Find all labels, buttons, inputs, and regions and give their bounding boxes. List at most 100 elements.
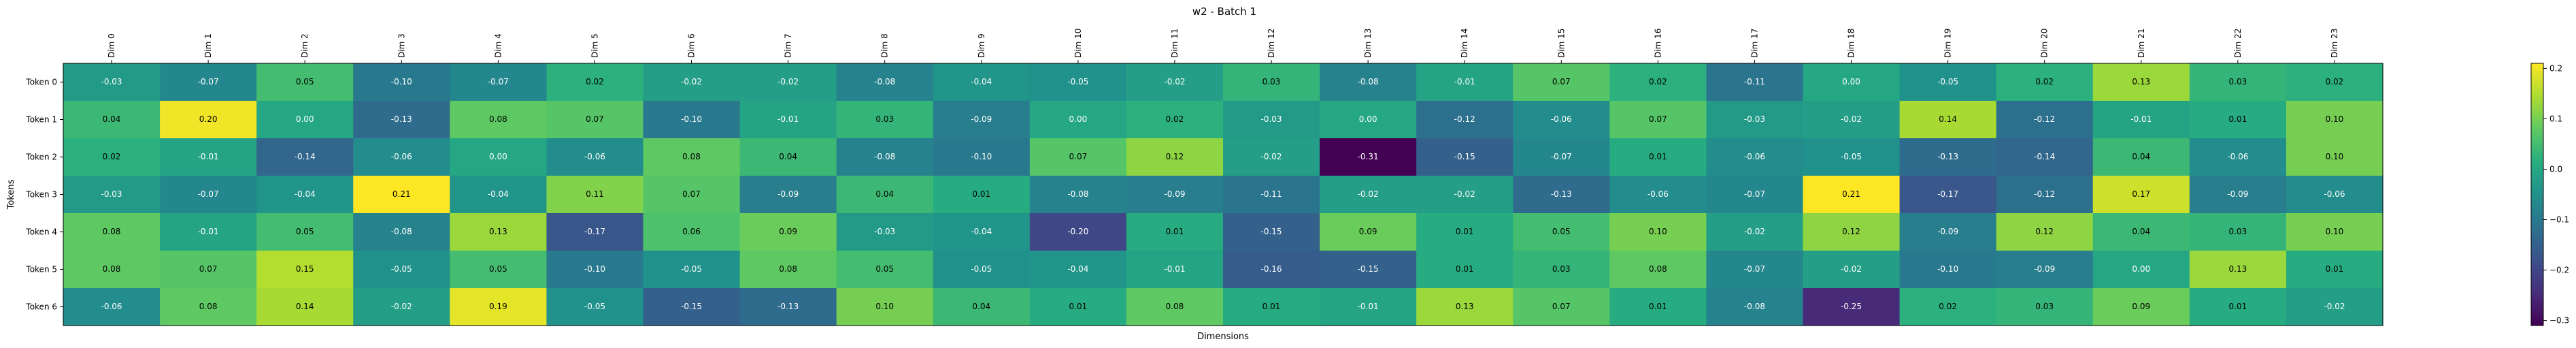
cell-value-label: -0.03 — [1744, 114, 1765, 124]
heatmap-cell — [2189, 138, 2287, 176]
heatmap-cell — [1416, 288, 1513, 326]
cell-value-label: -0.13 — [1937, 152, 1958, 161]
cell-value-label: 0.02 — [586, 77, 604, 86]
cell-value-label: 0.08 — [682, 152, 701, 161]
cell-value-label: -0.06 — [391, 152, 412, 161]
heatmap-cell — [1416, 176, 1513, 214]
x-tick-label: Dim 22 — [2233, 29, 2243, 58]
cell-value-label: 0.12 — [1842, 227, 1860, 236]
cell-value-label: 0.08 — [1649, 264, 1667, 274]
cell-value-label: 0.07 — [1649, 114, 1667, 124]
cell-value-label: -0.01 — [198, 227, 219, 236]
cell-value-label: -0.02 — [1164, 77, 1185, 86]
cell-value-label: 0.02 — [2326, 77, 2344, 86]
cell-value-label: -0.07 — [198, 77, 219, 86]
x-tick-label: Dim 18 — [1847, 29, 1856, 58]
cell-value-label: -0.09 — [777, 189, 799, 199]
cell-value-label: -0.10 — [971, 152, 992, 161]
cell-value-label: -0.10 — [391, 77, 412, 86]
cell-value-label: 0.01 — [1456, 264, 1474, 274]
x-tick-label: Dim 15 — [1556, 29, 1566, 58]
heatmap-cell — [836, 213, 934, 251]
colorbar-tick-label: −0.2 — [2549, 266, 2569, 275]
heatmap-cell — [1416, 101, 1513, 139]
cell-value-label: 0.00 — [2132, 264, 2150, 274]
cell-value-label: 0.13 — [1456, 302, 1474, 311]
cell-value-label: -0.03 — [1261, 114, 1282, 124]
cell-value-label: -0.05 — [971, 264, 992, 274]
heatmap-cell — [160, 251, 257, 289]
cell-value-label: 0.09 — [779, 227, 797, 236]
heatmap-cell — [256, 288, 354, 326]
heatmap-cell — [1513, 138, 1610, 176]
heatmap-cell — [160, 101, 257, 139]
heatmap-cell — [1803, 288, 1901, 326]
cell-value-label: -0.10 — [1937, 264, 1958, 274]
heatmap-cell — [739, 101, 837, 139]
cell-value-label: -0.05 — [584, 302, 605, 311]
heatmap-cell — [353, 288, 450, 326]
heatmap-cell — [1223, 288, 1320, 326]
cell-value-label: -0.25 — [1841, 302, 1862, 311]
cell-value-label: 0.07 — [1069, 152, 1088, 161]
cell-value-label: 0.13 — [2229, 264, 2247, 274]
cell-value-label: -0.01 — [198, 152, 219, 161]
cell-value-label: -0.08 — [874, 152, 895, 161]
heatmap-cell — [1320, 101, 1417, 139]
heatmap-cell — [1706, 176, 1804, 214]
y-tick-label: Token 4 — [25, 227, 57, 237]
heatmap-cell — [1996, 288, 2094, 326]
cell-value-label: -0.04 — [1067, 264, 1088, 274]
heatmap-cell — [1416, 138, 1513, 176]
cell-value-label: -0.01 — [2130, 114, 2152, 124]
heatmap-cell — [2286, 63, 2383, 101]
cell-value-label: -0.06 — [1744, 152, 1765, 161]
heatmap-cell — [256, 138, 354, 176]
cell-value-label: -0.05 — [1067, 77, 1088, 86]
heatmap-cell — [2092, 251, 2190, 289]
x-tick-label: Dim 3 — [397, 33, 406, 58]
heatmap-cell — [836, 176, 934, 214]
cell-value-label: 0.03 — [2229, 77, 2247, 86]
heatmap-cell — [2189, 101, 2287, 139]
heatmap-cell — [1899, 138, 1997, 176]
cell-value-label: -0.13 — [777, 302, 799, 311]
cell-value-label: -0.01 — [1358, 302, 1379, 311]
cell-value-label: -0.06 — [101, 302, 122, 311]
heatmap-cell — [1029, 101, 1127, 139]
colorbar-tick-label: 0.1 — [2549, 114, 2562, 123]
cell-value-label: 0.10 — [2326, 152, 2344, 161]
colorbar — [2530, 63, 2544, 326]
heatmap-cell — [1513, 101, 1610, 139]
cell-value-label: 0.09 — [2132, 302, 2150, 311]
cell-value-label: -0.04 — [488, 189, 509, 199]
heatmap-cell — [160, 176, 257, 214]
heatmap-cell — [2189, 251, 2287, 289]
heatmap-cell — [739, 63, 837, 101]
colorbar-tick-label: −0.3 — [2549, 316, 2569, 326]
cell-value-label: 0.01 — [1069, 302, 1088, 311]
cell-value-label: -0.09 — [2227, 189, 2248, 199]
heatmap-cell — [1609, 251, 1707, 289]
cell-value-label: 0.12 — [1166, 152, 1184, 161]
heatmap-cell — [1609, 288, 1707, 326]
heatmap-cell — [546, 251, 644, 289]
heatmap-cell — [933, 176, 1031, 214]
heatmap-cell — [2189, 63, 2287, 101]
heatmap-cell — [2286, 251, 2383, 289]
heatmap-cell — [353, 101, 450, 139]
heatmap-cell — [1126, 213, 1224, 251]
heatmap-cell — [1416, 63, 1513, 101]
heatmap-cell — [160, 213, 257, 251]
heatmap-cell — [2092, 176, 2190, 214]
cell-value-label: 0.03 — [2035, 302, 2054, 311]
cell-value-label: -0.17 — [584, 227, 605, 236]
cell-value-label: 0.08 — [199, 302, 218, 311]
heatmap-cell — [643, 251, 741, 289]
heatmap-cell — [1899, 288, 1997, 326]
colorbar-tick-label: −0.1 — [2549, 215, 2569, 225]
heatmap-cell — [1803, 101, 1901, 139]
heatmap-cell — [1803, 176, 1901, 214]
heatmap-cell — [63, 251, 161, 289]
heatmap-cell — [643, 63, 741, 101]
